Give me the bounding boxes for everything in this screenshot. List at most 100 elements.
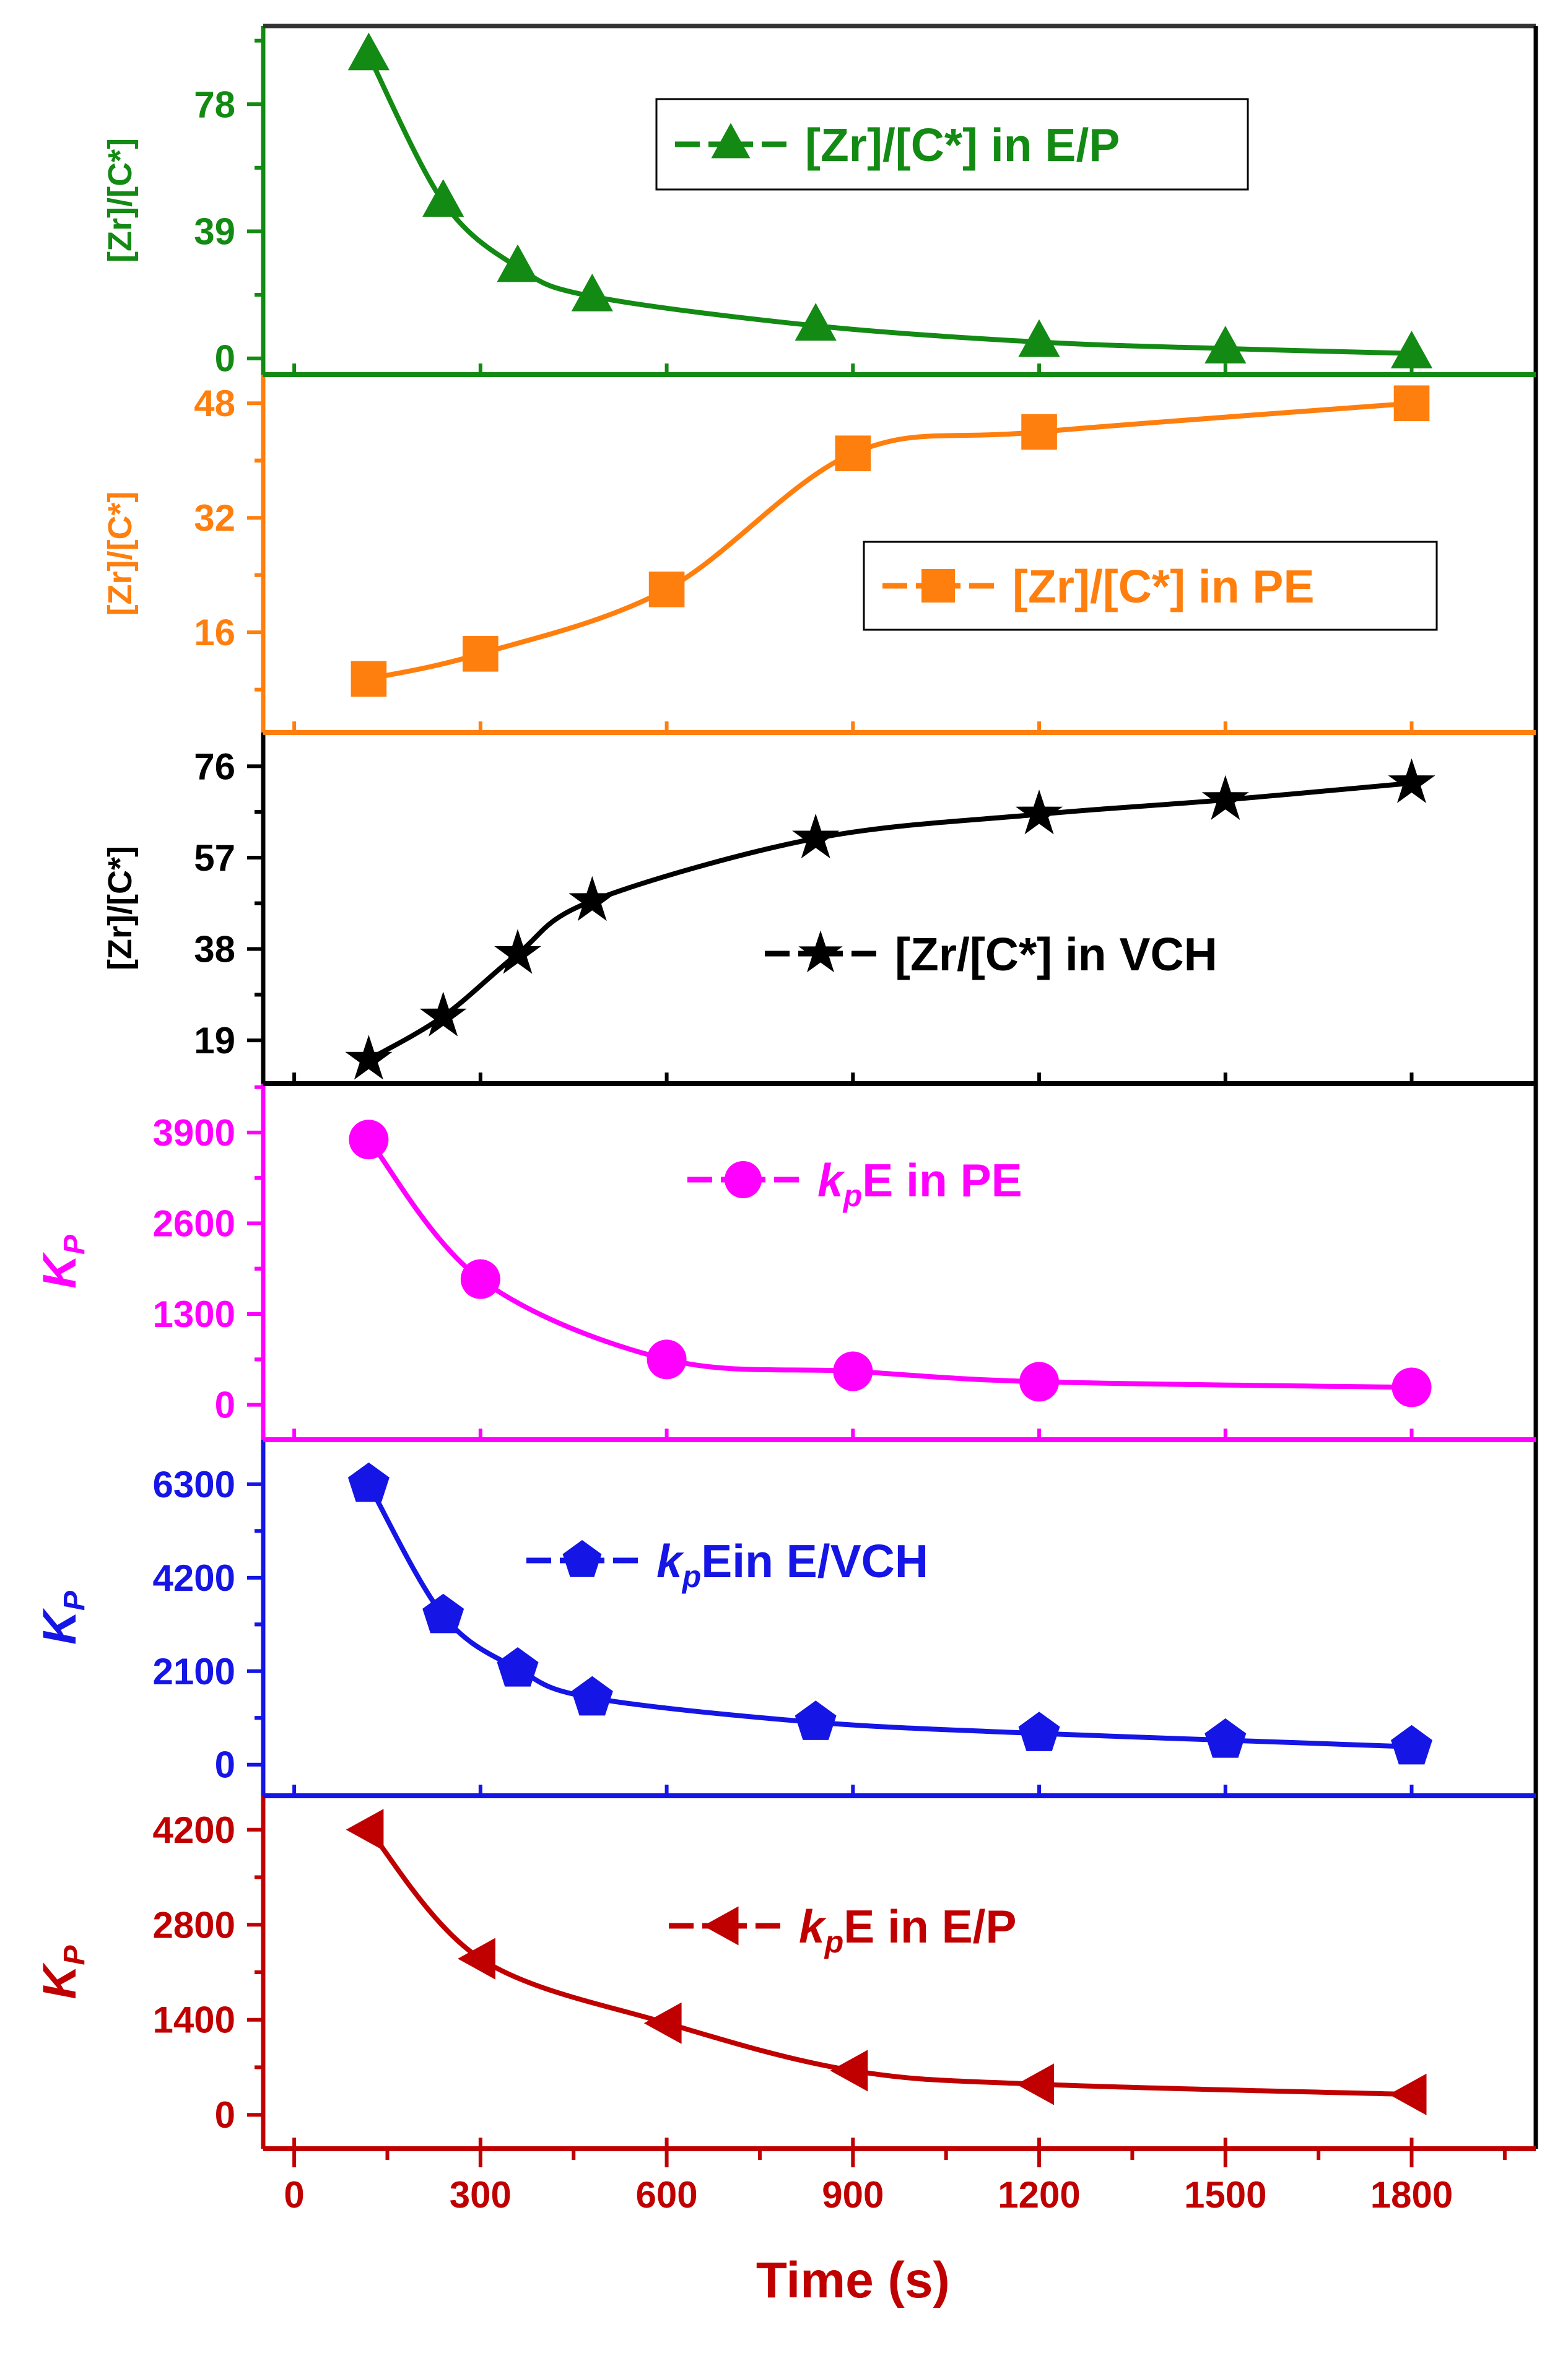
y-axis-title-sub: P (58, 1945, 91, 1965)
y-axis-title: KP (33, 1234, 91, 1289)
y-tick-label: 78 (194, 84, 235, 125)
data-point (795, 1700, 837, 1740)
panel-zr-vch: 19 38 57 76 [Zr]/[C*] [Zr/[C*] in VCH (102, 733, 1435, 1084)
data-point (1204, 1718, 1247, 1758)
legend-zr-vch: [Zr/[C*] in VCH (765, 928, 1217, 980)
data-point (647, 1339, 687, 1380)
data-point (830, 2050, 868, 2092)
data-point (497, 1647, 539, 1687)
series-line-kp-ep (366, 1827, 1414, 2097)
x-axis-title: Time (s) (756, 2252, 950, 2309)
legend-kp-ep: kpE in E/P (669, 1900, 1017, 1959)
y-axis-title: [Zr]/[C*] (102, 138, 139, 263)
data-point (494, 929, 541, 974)
panel-zr-pe: 16 32 48 [Zr]/[C*] [Zr]/[C*] in PE (102, 375, 1438, 733)
legend-marker (562, 1540, 602, 1577)
legend-label: [Zr]/[C*] in PE (1013, 560, 1314, 612)
data-point (497, 244, 539, 282)
data-point (1016, 790, 1063, 835)
x-tick-label: 900 (822, 2174, 884, 2216)
data-point (1204, 326, 1247, 363)
data-point (1388, 758, 1435, 803)
data-point (1393, 385, 1430, 422)
y-tick-label: 4200 (153, 1557, 235, 1599)
data-point (792, 813, 840, 859)
x-tick-label: 1800 (1370, 2174, 1453, 2216)
x-tick-label: 0 (284, 2174, 304, 2216)
y-axis-title: [Zr]/[C*] (102, 846, 139, 970)
data-point (1016, 2063, 1054, 2105)
y-tick-label: 2800 (153, 1904, 235, 1946)
data-point (1391, 1725, 1432, 1765)
legend-sub: p (824, 1925, 844, 1959)
legend-rest: E in E/P (843, 1900, 1016, 1952)
data-point (833, 1351, 873, 1391)
y-axis-title-k: K (33, 1962, 86, 1999)
data-point (568, 876, 616, 921)
legend-marker (711, 123, 751, 159)
data-point (346, 1809, 384, 1851)
legend-marker (921, 569, 955, 603)
x-tick-label: 1500 (1184, 2174, 1266, 2216)
series-line-zr-vch (366, 780, 1414, 1063)
y-axis-title: KP (33, 1945, 91, 2000)
x-axis: 0 300 600 900 1200 1500 1800 Time (s) (284, 2149, 1507, 2309)
legend-kp-evch: kpEin E/VCH (526, 1535, 928, 1594)
y-axis-title-k: K (33, 1608, 86, 1645)
y-tick-label: 0 (215, 338, 235, 380)
y-tick-label: 39 (194, 211, 235, 252)
y-tick-label: 16 (194, 612, 235, 653)
legend-rest: E in PE (862, 1154, 1022, 1206)
data-point (351, 661, 387, 697)
panel-zr-ep: 0 39 78 [Zr]/[C*] [Zr]/[C*] in E/P (102, 26, 1433, 380)
data-point (349, 1120, 389, 1160)
legend-k: k (656, 1535, 684, 1587)
y-tick-label: 1400 (153, 2000, 235, 2041)
y-tick-label: 57 (194, 837, 235, 879)
y-tick-label: 6300 (153, 1464, 235, 1505)
legend-label: kpE in PE (817, 1154, 1022, 1213)
y-tick-label: 3900 (153, 1112, 235, 1154)
data-point (1388, 2073, 1427, 2115)
y-tick-label: 4200 (153, 1809, 235, 1851)
data-point (1018, 319, 1060, 357)
legend-zr-ep: [Zr]/[C*] in E/P (655, 98, 1249, 191)
data-point (1018, 1712, 1060, 1751)
legend-rest: Ein E/VCH (701, 1535, 928, 1587)
data-point (458, 1938, 495, 1980)
data-point (345, 1035, 393, 1080)
x-tick-label: 600 (636, 2174, 698, 2216)
y-tick-label: 1300 (153, 1294, 235, 1335)
y-tick-label: 2100 (153, 1651, 235, 1692)
data-point (460, 1259, 500, 1299)
legend-label: kpE in E/P (799, 1900, 1017, 1959)
legend-marker (798, 930, 843, 973)
data-point (643, 2002, 682, 2044)
legend-marker (703, 1906, 739, 1946)
legend-label: [Zr]/[C*] in E/P (805, 119, 1120, 171)
data-point (463, 636, 499, 672)
legend-k: k (799, 1900, 827, 1952)
data-point (571, 273, 613, 311)
legend-zr-pe: [Zr]/[C*] in PE (863, 541, 1438, 631)
y-tick-label: 48 (194, 383, 235, 424)
data-point (419, 991, 467, 1037)
data-point (1390, 331, 1433, 368)
y-tick-label: 2600 (153, 1203, 235, 1244)
data-point (571, 1676, 613, 1716)
data-point (648, 572, 685, 607)
data-point (1392, 1367, 1432, 1408)
y-axis-title-sub: P (58, 1234, 91, 1255)
y-tick-label: 76 (194, 746, 235, 787)
data-point (347, 1462, 390, 1502)
data-point (1201, 775, 1249, 820)
legend-box (655, 98, 1249, 191)
y-axis-title: [Zr]/[C*] (102, 492, 139, 616)
data-point (347, 32, 390, 71)
legend-label: kpEin E/VCH (656, 1535, 928, 1594)
data-point (422, 179, 464, 217)
